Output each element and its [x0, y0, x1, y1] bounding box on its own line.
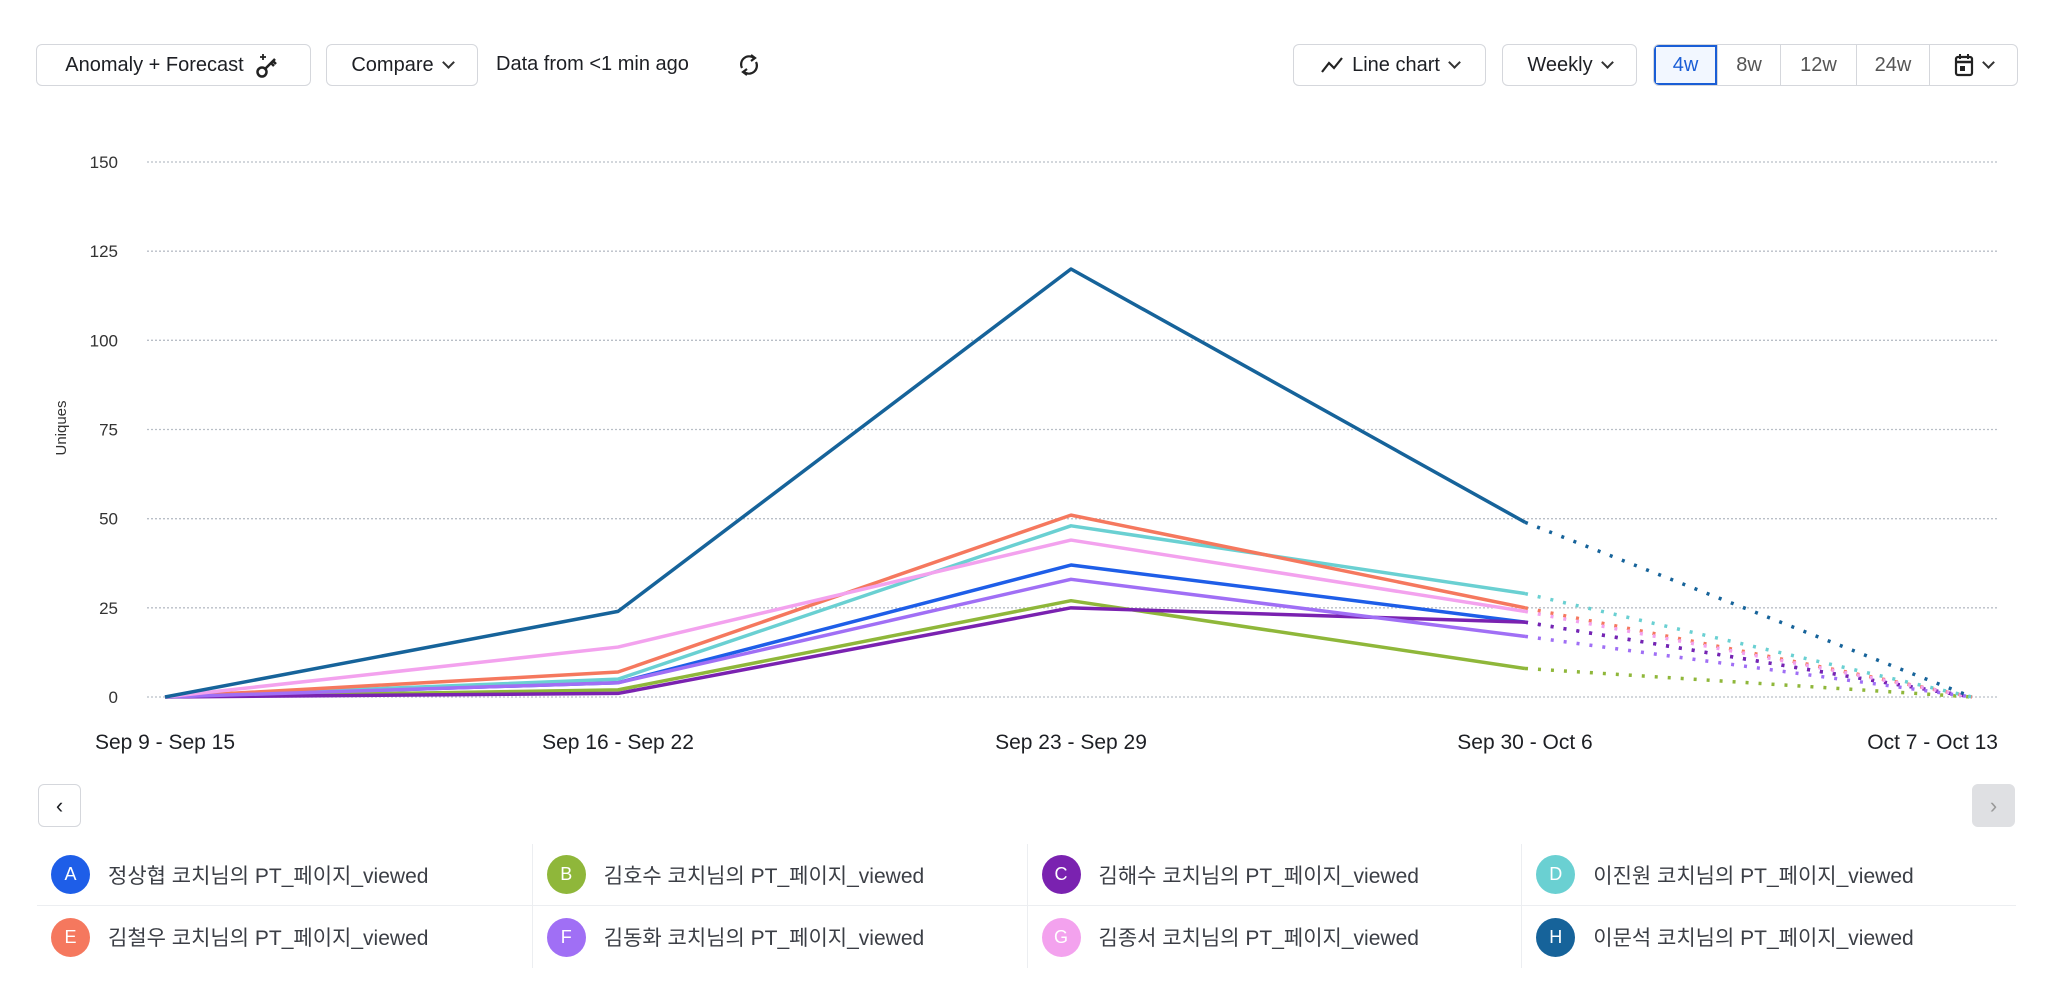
range-24w[interactable]: 24w — [1856, 45, 1929, 85]
forecast-line-b[interactable] — [1524, 666, 1973, 699]
legend-next-button[interactable]: › — [1972, 784, 2015, 827]
date-range-selector: 4w 8w 12w 24w — [1653, 44, 2018, 86]
chart-type-dropdown[interactable]: Line chart — [1293, 44, 1486, 86]
compare-label: Compare — [351, 53, 434, 76]
series-line-b[interactable] — [164, 598, 1526, 699]
y-tick-label: 50 — [99, 510, 118, 529]
range-8w[interactable]: 8w — [1717, 45, 1780, 85]
anomaly-forecast-button[interactable]: Anomaly + Forecast — [36, 44, 311, 86]
y-tick-label: 75 — [99, 421, 118, 440]
chevron-down-icon — [1982, 56, 1995, 69]
series-badge: F — [546, 917, 586, 957]
refresh-icon[interactable] — [735, 51, 763, 79]
series-badge: A — [51, 855, 90, 894]
x-tick-label: Sep 9 - Sep 15 — [95, 731, 235, 754]
range-4w[interactable]: 4w — [1654, 45, 1717, 85]
legend-item[interactable]: B 김호수 코치님의 PT_페이지_viewed — [531, 844, 1027, 906]
legend-item[interactable]: F 김동화 코치님의 PT_페이지_viewed — [531, 906, 1027, 968]
forecast-line-f[interactable] — [1524, 634, 1973, 699]
legend-item[interactable]: H 이문석 코치님의 PT_페이지_viewed — [1521, 906, 2016, 968]
x-tick-label: Sep 16 - Sep 22 — [542, 731, 694, 754]
series-name: 김철우 코치님의 PT_페이지_viewed — [108, 927, 429, 950]
custom-date-button[interactable] — [1929, 45, 2017, 85]
series-name: 이진원 코치님의 PT_페이지_viewed — [1593, 864, 1914, 888]
forecast-line-h[interactable] — [1524, 520, 1973, 699]
series-badge: C — [1041, 855, 1081, 894]
legend-item[interactable]: E 김철우 코치님의 PT_페이지_viewed — [37, 906, 532, 968]
y-tick-label: 0 — [109, 688, 118, 707]
y-axis-label: Uniques — [53, 400, 70, 455]
series-line-g[interactable] — [164, 538, 1526, 699]
series-name: 김동화 코치님의 PT_페이지_viewed — [603, 927, 925, 950]
series-name: 김종서 코치님의 PT_페이지_viewed — [1098, 927, 1419, 950]
calendar-icon — [1954, 54, 1974, 77]
x-tick-label: Sep 30 - Oct 6 — [1457, 731, 1592, 754]
legend-item[interactable]: C 김해수 코치님의 PT_페이지_viewed — [1026, 844, 1522, 906]
data-freshness-status: Data from <1 min ago — [496, 53, 689, 75]
x-tick-label: Oct 7 - Oct 13 — [1867, 731, 1998, 754]
chevron-down-icon — [1448, 56, 1461, 69]
series-line-h[interactable] — [164, 267, 1526, 699]
forecast-line-c[interactable] — [1524, 620, 1973, 699]
chevron-down-icon — [1600, 56, 1614, 69]
legend-item[interactable]: G 김종서 코치님의 PT_페이지_viewed — [1026, 906, 1522, 968]
legend-prev-button[interactable]: ‹ — [38, 784, 81, 827]
range-12w[interactable]: 12w — [1780, 45, 1856, 85]
series-name: 김호수 코치님의 PT_페이지_viewed — [603, 864, 925, 888]
series-line-f[interactable] — [164, 577, 1526, 699]
interval-label: Weekly — [1527, 53, 1593, 76]
series-name: 이문석 코치님의 PT_페이지_viewed — [1593, 927, 1914, 950]
interval-dropdown[interactable]: Weekly — [1502, 44, 1637, 86]
series-name: 정상협 코치님의 PT_페이지_viewed — [108, 864, 429, 888]
line-chart-icon — [1321, 57, 1343, 73]
series-badge: G — [1041, 917, 1081, 957]
series-name: 김해수 코치님의 PT_페이지_viewed — [1098, 864, 1419, 888]
y-tick-label: 150 — [90, 153, 118, 172]
series-badge: E — [51, 917, 90, 957]
chart-type-label: Line chart — [1352, 53, 1440, 76]
forecast-line-g[interactable] — [1524, 609, 1973, 699]
legend-item[interactable]: D 이진원 코치님의 PT_페이지_viewed — [1521, 844, 2016, 906]
legend-item[interactable]: A 정상협 코치님의 PT_페이지_viewed — [37, 844, 532, 906]
series-line-e[interactable] — [164, 513, 1526, 699]
y-tick-label: 25 — [99, 599, 118, 618]
anomaly-forecast-label: Anomaly + Forecast — [65, 53, 244, 76]
compare-dropdown[interactable]: Compare — [326, 44, 478, 86]
chevron-left-icon: ‹ — [55, 792, 64, 818]
series-badge: D — [1536, 855, 1576, 894]
legend: A 정상협 코치님의 PT_페이지_viewed B 김호수 코치님의 PT_페이지_… — [37, 844, 2016, 968]
sparkle-key-icon — [255, 54, 277, 78]
chevron-down-icon — [441, 56, 455, 69]
y-tick-label: 100 — [90, 331, 118, 350]
line-chart: 0 25 50 75 100 125 150 Uniques Sep 9 - Sep 15 Sep… — [53, 153, 1998, 754]
x-tick-label: Sep 23 - Sep 29 — [995, 731, 1147, 754]
chevron-right-icon: › — [1989, 792, 1998, 818]
series-badge: B — [546, 855, 586, 894]
series-badge: H — [1536, 917, 1576, 957]
forecast-line-e[interactable] — [1524, 606, 1973, 699]
series-line-c[interactable] — [164, 606, 1526, 699]
y-tick-label: 125 — [90, 242, 118, 261]
